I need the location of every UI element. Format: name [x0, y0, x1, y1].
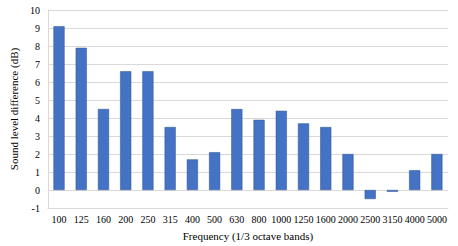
svg-text:500: 500 [207, 214, 222, 225]
svg-text:9: 9 [35, 23, 40, 34]
svg-text:400: 400 [185, 214, 200, 225]
svg-text:2: 2 [35, 149, 40, 160]
svg-text:2500: 2500 [360, 214, 380, 225]
svg-text:Frequency (1/3 octave bands): Frequency (1/3 octave bands) [183, 230, 314, 243]
svg-text:-1: -1 [32, 203, 40, 214]
svg-text:2000: 2000 [338, 214, 358, 225]
svg-text:1250: 1250 [294, 214, 314, 225]
svg-text:0: 0 [35, 185, 40, 196]
svg-text:315: 315 [163, 214, 178, 225]
svg-text:250: 250 [140, 214, 155, 225]
svg-text:4000: 4000 [405, 214, 425, 225]
svg-text:200: 200 [118, 214, 133, 225]
svg-text:1000: 1000 [271, 214, 291, 225]
svg-text:Sound level difference (dB): Sound level difference (dB) [8, 48, 21, 171]
svg-text:3150: 3150 [382, 214, 402, 225]
svg-text:1: 1 [35, 167, 40, 178]
svg-text:10: 10 [30, 5, 40, 16]
svg-text:100: 100 [52, 214, 67, 225]
svg-text:160: 160 [96, 214, 111, 225]
svg-text:5000: 5000 [427, 214, 447, 225]
svg-text:5: 5 [35, 95, 40, 106]
svg-text:125: 125 [74, 214, 89, 225]
svg-text:3: 3 [35, 131, 40, 142]
svg-text:4: 4 [35, 113, 40, 124]
svg-text:1600: 1600 [316, 214, 336, 225]
svg-text:8: 8 [35, 41, 40, 52]
svg-text:630: 630 [229, 214, 244, 225]
svg-text:800: 800 [252, 214, 267, 225]
svg-text:7: 7 [35, 59, 40, 70]
svg-text:6: 6 [35, 77, 40, 88]
